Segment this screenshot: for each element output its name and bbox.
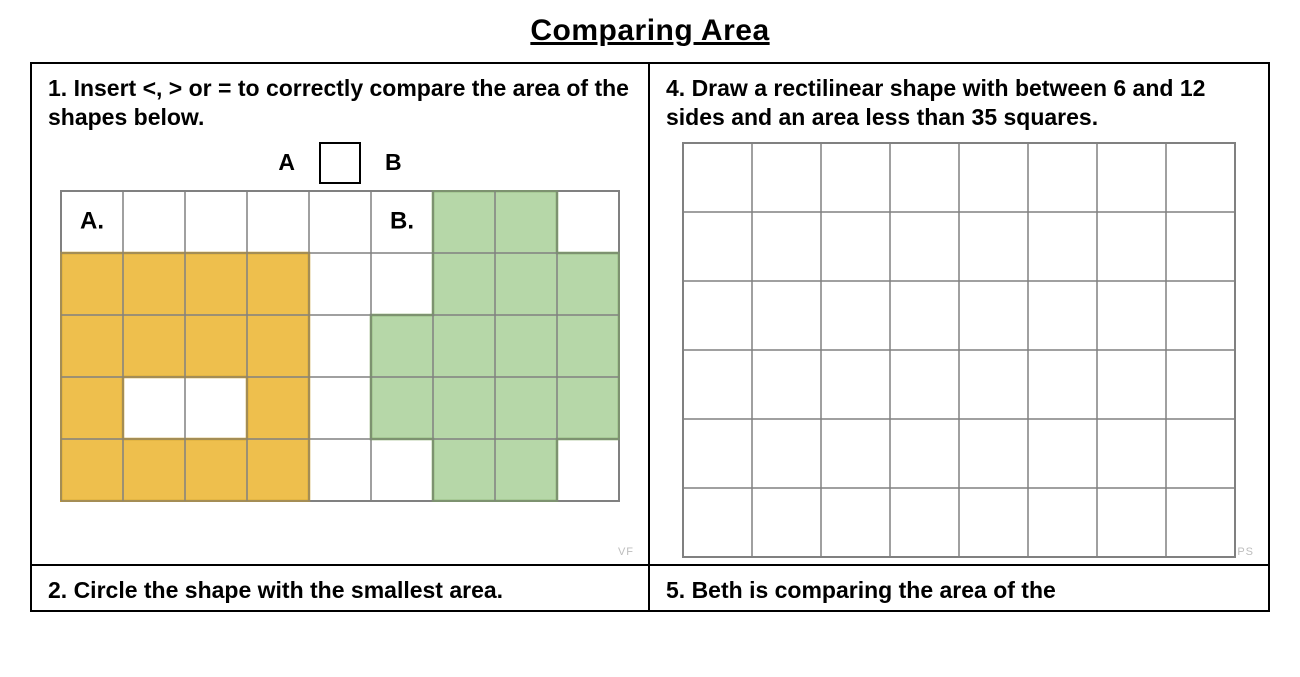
q1-compare-row: A B	[48, 142, 632, 184]
question-2: 2. Circle the shape with the smallest ar…	[32, 566, 650, 611]
q1-label-a: A	[278, 149, 295, 176]
svg-text:A.: A.	[80, 207, 104, 234]
q4-watermark: PS	[1237, 546, 1254, 558]
q4-grid[interactable]	[682, 142, 1236, 558]
worksheet-frame: 1. Insert <, > or = to correctly compare…	[30, 62, 1270, 612]
q2-text: 2. Circle the shape with the smallest ar…	[48, 576, 632, 605]
svg-text:B.: B.	[390, 207, 414, 234]
q1-text: 1. Insert <, > or = to correctly compare…	[48, 74, 632, 132]
q1-grid: A. B.	[60, 190, 620, 502]
question-1: 1. Insert <, > or = to correctly compare…	[32, 64, 650, 564]
page-title: Comparing Area	[30, 14, 1270, 48]
q1-answer-box[interactable]	[319, 142, 361, 184]
q1-label-b: B	[385, 149, 402, 176]
question-5: 5. Beth is comparing the area of the	[650, 566, 1268, 611]
q1-watermark: VF	[618, 546, 634, 558]
q5-text: 5. Beth is comparing the area of the	[666, 576, 1252, 605]
q4-text: 4. Draw a rectilinear shape with between…	[666, 74, 1252, 132]
question-4: 4. Draw a rectilinear shape with between…	[650, 64, 1268, 564]
